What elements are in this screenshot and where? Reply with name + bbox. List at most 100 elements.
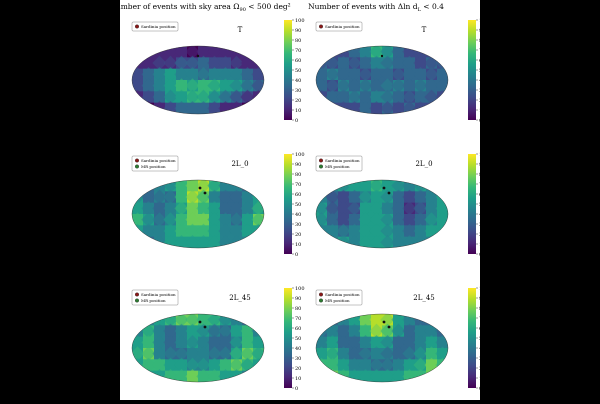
heatmap-pixel xyxy=(132,46,145,60)
heatmap-pixel xyxy=(185,66,200,82)
heatmap-cell xyxy=(132,102,144,114)
heatmap-pixel xyxy=(229,78,244,94)
heatmap-pixel xyxy=(316,234,329,248)
heatmap-pixel xyxy=(391,346,406,362)
heatmap-cell xyxy=(132,46,144,58)
heatmap-pixel xyxy=(185,78,200,94)
colorbar: 0 10 20 30 40 50 60 70 80 90 100 xyxy=(468,286,489,392)
heatmap-pixel xyxy=(185,100,200,114)
colorbar-tick-label: 70 xyxy=(295,48,301,54)
heatmap-pixel xyxy=(229,212,244,228)
heatmap-cell xyxy=(132,236,144,248)
heatmap-cell xyxy=(143,314,155,326)
legend: Sardinia position xyxy=(131,21,179,32)
colorbar-tick-label: 100 xyxy=(479,286,480,292)
sky-map-outline xyxy=(131,179,265,249)
heatmap-pixel xyxy=(380,334,395,350)
heatmap-pixel xyxy=(251,234,264,248)
colorbar-tick-label: 80 xyxy=(295,172,301,178)
legend-label: Sardinia position xyxy=(325,24,360,29)
colorbar-tick-label: 80 xyxy=(479,172,480,178)
heatmap-pixel xyxy=(174,55,189,71)
colorbar: 0 10 20 30 40 50 60 70 80 90 100 xyxy=(284,152,305,258)
heatmap-pixel xyxy=(152,223,167,239)
colorbar-tick-label: 0 xyxy=(479,118,480,124)
heatmap-cell xyxy=(426,46,438,58)
sardinia-position-marker xyxy=(382,320,386,324)
heatmap-pixel xyxy=(196,200,211,216)
column-title-left-post: < 500 deg² xyxy=(246,2,291,11)
colorbar-tick-label: 100 xyxy=(295,18,305,24)
heatmap-cell xyxy=(143,180,155,192)
heatmap-pixel xyxy=(413,334,428,350)
colorbar-tick-label: 70 xyxy=(479,182,480,188)
heatmap-pixel xyxy=(240,200,255,216)
heatmap-pixel xyxy=(347,334,362,350)
colorbar-tick-label: 0 xyxy=(295,386,298,392)
heatmap-pixel xyxy=(163,200,178,216)
heatmap-pixel xyxy=(336,334,351,350)
heatmap-pixel xyxy=(152,334,167,350)
sky-map-outline xyxy=(315,179,449,249)
colorbar-tick-label: 10 xyxy=(295,376,301,382)
legend-label: MR position xyxy=(325,164,350,169)
panel-title: T xyxy=(422,26,427,34)
legend-sardinia-marker xyxy=(319,24,323,29)
heatmap-pixel xyxy=(132,368,145,382)
heatmap-cell xyxy=(253,46,264,58)
colorbar-tick-label: 0 xyxy=(479,386,480,392)
heatmap-cell xyxy=(253,314,264,326)
colorbar-tick-label: 0 xyxy=(479,252,480,258)
sky-map-outline xyxy=(315,313,449,383)
heatmap-pixel xyxy=(402,346,417,362)
colorbar-tick-label: 60 xyxy=(295,326,301,332)
colorbar-tick-label: 80 xyxy=(295,306,301,312)
heatmap-pixel xyxy=(316,180,329,194)
heatmap-pixel xyxy=(174,100,189,114)
heatmap-cell xyxy=(437,236,448,248)
column-title-right-post: < 0.4 xyxy=(421,2,444,11)
colorbar-tick-label: 50 xyxy=(295,68,301,74)
heatmap-pixel xyxy=(174,346,189,362)
colorbar-tick-label: 40 xyxy=(479,346,480,352)
heatmap-pixel xyxy=(132,78,145,94)
heatmap-cell xyxy=(327,102,339,114)
heatmap-cells xyxy=(132,180,264,248)
colorbar-tick-label: 20 xyxy=(295,366,301,372)
heatmap-pixel xyxy=(251,100,264,114)
heatmap-pixel xyxy=(163,189,178,205)
legend-sardinia-marker xyxy=(135,24,139,29)
heatmap-pixel xyxy=(229,346,244,362)
heatmap-cell xyxy=(437,180,448,192)
colorbar-tick-label: 80 xyxy=(479,306,480,312)
heatmap-pixel xyxy=(229,66,244,82)
legend-mr-marker xyxy=(135,164,139,169)
heatmap-pixel xyxy=(218,189,233,205)
heatmap-cell xyxy=(327,314,339,326)
colorbar-tick-label: 90 xyxy=(479,28,480,34)
heatmap-pixel xyxy=(380,346,395,362)
heatmap-pixel xyxy=(196,212,211,228)
heatmap-pixel xyxy=(163,346,178,362)
heatmap-pixel xyxy=(163,55,178,71)
colorbar-tick-label: 70 xyxy=(295,316,301,322)
legend-label: Sardinia position xyxy=(141,292,176,297)
panel-title: 2L_45 xyxy=(229,294,251,302)
colorbar-tick-label: 20 xyxy=(479,98,480,104)
colorbar-tick-label: 90 xyxy=(479,296,480,302)
colorbar: 0 10 20 30 40 50 60 70 80 90 100 xyxy=(284,286,305,392)
heatmap-cells xyxy=(316,314,448,382)
heatmap-pixel xyxy=(152,89,167,105)
heatmap-pixel xyxy=(369,334,384,350)
heatmap-pixel xyxy=(316,314,329,328)
heatmap-cell xyxy=(316,236,328,248)
colorbar-tick-label: 50 xyxy=(295,202,301,208)
colorbar-gradient xyxy=(468,154,476,254)
colorbar-tick-label: 70 xyxy=(295,182,301,188)
